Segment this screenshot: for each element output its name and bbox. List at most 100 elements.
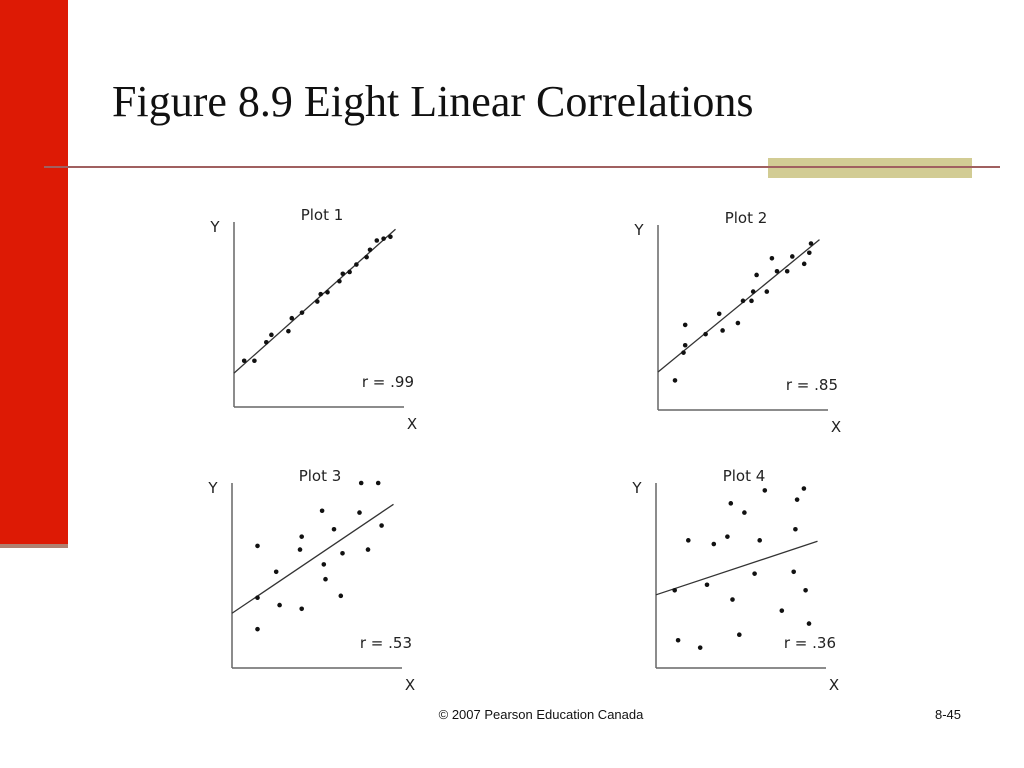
data-point [672, 378, 678, 383]
data-point [338, 593, 344, 599]
data-point [340, 551, 345, 556]
data-point [784, 268, 790, 274]
data-point [749, 298, 754, 304]
data-point [315, 299, 320, 304]
data-point [675, 637, 681, 643]
plots: Plot 1 Y Xr = .99 Plot 2 Y Xr = .85 Plot 3 Y Xr … [207, 206, 841, 694]
red-bar [0, 0, 68, 546]
plot-title: Plot 3 [299, 467, 342, 485]
plot: Plot 2 Y Xr = .85 [633, 209, 841, 436]
data-point [337, 278, 342, 284]
plot: Plot 3 Y Xr = .53 [207, 467, 415, 694]
data-point [682, 342, 688, 348]
slide-title: Figure 8.9 Eight Linear Correlations [112, 77, 754, 126]
y-axis-label: Y [633, 221, 644, 239]
data-point [340, 271, 346, 277]
data-point [808, 241, 814, 246]
y-axis-label: Y [209, 218, 220, 236]
data-point [252, 358, 257, 364]
data-point [803, 588, 808, 593]
data-point [769, 255, 775, 261]
red-bar-edge [0, 544, 68, 548]
data-point [379, 523, 384, 528]
x-axis-label: X [829, 676, 839, 694]
annotation: r = .85 [786, 376, 838, 394]
data-point [358, 480, 364, 486]
data-point [697, 645, 703, 650]
fit-line [657, 239, 820, 373]
data-point [779, 608, 785, 613]
x-axis-label: X [831, 418, 841, 436]
data-point [686, 538, 691, 543]
data-point [321, 562, 327, 567]
plot-title: Plot 4 [723, 467, 766, 485]
data-point [806, 621, 812, 626]
x-axis-label: X [407, 415, 417, 433]
data-point [255, 626, 260, 632]
data-point [730, 597, 735, 602]
data-point [740, 298, 746, 304]
data-point [672, 588, 677, 593]
data-point [367, 247, 373, 253]
data-point [704, 582, 710, 588]
data-point [357, 510, 362, 515]
data-point [381, 236, 386, 241]
data-point [388, 234, 393, 240]
data-point [318, 291, 324, 297]
data-point [737, 632, 742, 637]
data-point [264, 339, 269, 345]
data-point [793, 526, 798, 532]
y-axis-label: Y [631, 479, 642, 497]
annotation: r = .99 [362, 373, 414, 391]
data-point [757, 538, 762, 543]
data-point [273, 569, 279, 575]
data-point [742, 510, 747, 515]
plot-title: Plot 1 [301, 206, 344, 224]
data-point [319, 508, 325, 514]
data-point [754, 272, 759, 278]
plot: Plot 1 Y Xr = .99 [209, 206, 417, 433]
data-point [374, 238, 380, 243]
data-point [735, 320, 741, 326]
data-point [286, 328, 291, 334]
data-point [752, 571, 757, 576]
data-point [277, 602, 282, 608]
data-point [375, 480, 381, 486]
data-point [299, 606, 305, 612]
data-point [255, 595, 260, 600]
data-point [716, 311, 722, 317]
x-axis-label: X [405, 676, 415, 694]
data-point [728, 501, 734, 506]
data-point [299, 310, 305, 315]
annotation: r = .53 [360, 634, 412, 652]
data-point [762, 488, 768, 493]
data-point [323, 576, 328, 582]
data-point [364, 254, 369, 260]
fit-line [655, 540, 818, 596]
annotation: r = .36 [784, 634, 836, 652]
data-point [354, 262, 359, 267]
data-point [365, 547, 371, 552]
plot-title: Plot 2 [725, 209, 768, 227]
data-point [331, 526, 337, 532]
data-point [711, 541, 717, 547]
data-point [269, 332, 274, 338]
plot: Plot 4 Y Xr = .36 [631, 467, 839, 694]
page-number: 8-45 [935, 707, 961, 722]
data-point [255, 543, 260, 549]
data-point [725, 534, 730, 539]
data-point [297, 547, 303, 552]
fit-line [233, 228, 396, 374]
data-point [791, 569, 796, 575]
data-point [241, 358, 247, 364]
fit-line [231, 503, 394, 614]
data-point [325, 290, 330, 295]
data-point [681, 350, 686, 355]
data-point [682, 322, 688, 328]
data-point [750, 289, 756, 294]
footer: © 2007 Pearson Education Canada [439, 707, 644, 722]
data-point [299, 534, 305, 539]
data-point [703, 331, 708, 337]
data-point [764, 289, 770, 294]
